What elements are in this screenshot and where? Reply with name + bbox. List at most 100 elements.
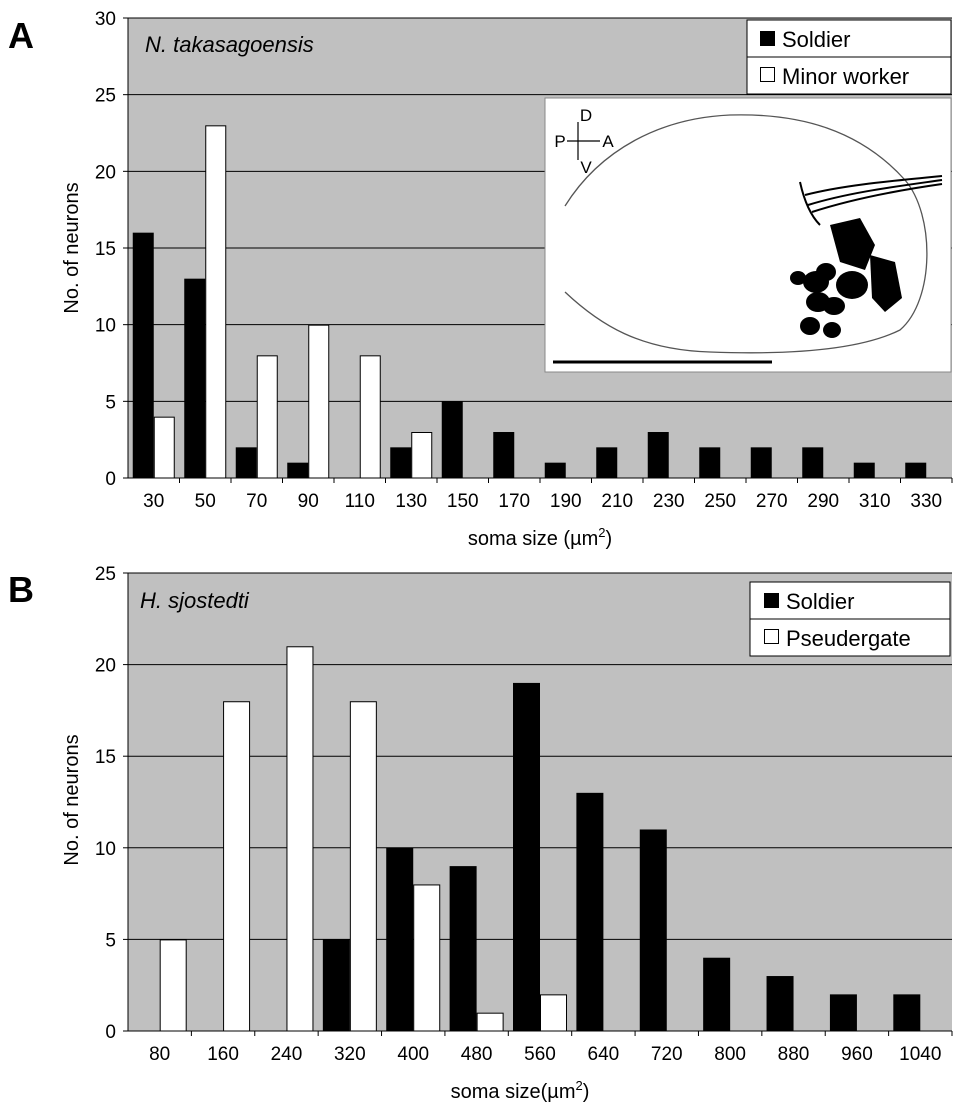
y-tick-label: 15 [95, 747, 116, 768]
compass-dorsal-label: D [580, 106, 592, 125]
neuron-cluster [830, 218, 875, 270]
x-tick-label: 70 [246, 491, 267, 512]
bar-pseudergate [476, 1012, 504, 1032]
bar-soldier [184, 278, 206, 479]
bar-soldier [647, 432, 669, 479]
x-tick-label: 150 [447, 491, 479, 512]
panel-b-x-axis-label: soma size(µm2) [451, 1078, 590, 1103]
mandible-outline [564, 114, 928, 354]
x-tick-label: 110 [345, 491, 375, 512]
bar-minor-worker [153, 416, 175, 479]
panel-a-x-axis-label: soma size (µm2) [468, 525, 612, 550]
x-tick-label: 800 [714, 1044, 746, 1065]
x-tick-label: 130 [395, 491, 427, 512]
neuron-soma [790, 271, 806, 285]
panel-b-y-ticks: 0 5 10 15 20 25 [95, 564, 128, 1043]
bar-soldier [893, 994, 921, 1032]
legend-minor-worker-label: Minor worker [782, 64, 909, 89]
panel-b-y-axis-label: No. of neurons [61, 734, 83, 865]
x-tick-label: 50 [195, 491, 216, 512]
x-tick-label: 160 [207, 1044, 239, 1065]
bar-soldier [802, 447, 824, 479]
y-tick-label: 0 [105, 1022, 116, 1043]
x-tick-label: 560 [524, 1044, 556, 1065]
x-tick-label: 170 [498, 491, 530, 512]
neuron-soma [836, 271, 868, 299]
bar-soldier [390, 447, 412, 479]
bar-soldier [829, 994, 857, 1032]
neuron-soma [823, 322, 841, 338]
y-tick-label: 10 [95, 316, 116, 337]
neuron-soma [823, 297, 845, 315]
panel-b-bars [159, 646, 921, 1032]
bar-soldier [449, 866, 477, 1032]
legend-minor-worker-swatch [760, 67, 775, 82]
x-tick-label: 480 [461, 1044, 493, 1065]
y-tick-label: 15 [95, 239, 116, 260]
neuron-soma [816, 263, 836, 281]
y-tick-label: 25 [95, 564, 116, 585]
legend-soldier-swatch [764, 593, 779, 608]
x-tick-label: 90 [298, 491, 319, 512]
x-tick-label: 720 [651, 1044, 683, 1065]
bar-soldier [639, 829, 667, 1032]
bar-soldier [132, 232, 154, 479]
bar-pseudergate [286, 646, 314, 1032]
inset-frame [544, 97, 952, 373]
compass-anterior-label: A [602, 132, 614, 151]
y-tick-label: 5 [105, 930, 116, 951]
bar-minor-worker [359, 355, 381, 479]
bar-minor-worker [411, 432, 433, 479]
x-tick-label: 400 [397, 1044, 429, 1065]
bar-soldier [493, 432, 515, 479]
x-tick-label: 30 [143, 491, 164, 512]
nerve-tract [799, 175, 943, 226]
bar-soldier [386, 847, 414, 1032]
bar-soldier [699, 447, 721, 479]
y-tick-label: 30 [95, 9, 116, 30]
bar-soldier [287, 462, 309, 479]
x-tick-label: 290 [807, 491, 839, 512]
x-tick-label: 320 [334, 1044, 366, 1065]
legend-soldier-label: Soldier [786, 589, 854, 614]
panel-b-label: B [8, 569, 34, 610]
panel-a-bars [132, 125, 927, 479]
bar-soldier [544, 462, 566, 479]
x-tick-label: 310 [859, 491, 891, 512]
bar-pseudergate [413, 884, 441, 1032]
x-tick-label: 210 [601, 491, 633, 512]
x-tick-label: 190 [550, 491, 582, 512]
x-tick-label: 640 [588, 1044, 620, 1065]
x-tick-label: 240 [271, 1044, 303, 1065]
neuron-soma [800, 317, 820, 335]
bar-minor-worker [205, 125, 227, 479]
neuron-cluster [870, 255, 902, 312]
x-tick-label: 250 [704, 491, 736, 512]
y-tick-label: 20 [95, 656, 116, 677]
x-tick-label: 230 [653, 491, 685, 512]
panel-b-species-title: H. sjostedti [140, 588, 250, 613]
panel-a-y-axis-label: No. of neurons [61, 182, 83, 313]
bar-soldier [441, 401, 463, 479]
x-tick-label: 270 [756, 491, 788, 512]
panel-a-label: A [8, 15, 34, 56]
compass-ventral-label: V [580, 158, 592, 177]
x-tick-label: 330 [910, 491, 942, 512]
bar-pseudergate [159, 939, 187, 1032]
y-tick-label: 10 [95, 839, 116, 860]
bar-soldier [853, 462, 875, 479]
panel-a-species-title: N. takasagoensis [145, 32, 314, 57]
y-tick-label: 20 [95, 162, 116, 183]
bar-soldier [322, 939, 350, 1032]
bar-soldier [905, 462, 927, 479]
bar-soldier [766, 976, 794, 1032]
panel-b-x-ticks: 80 160 240 320 400 480 560 640 720 800 880 960 1040 [149, 1031, 953, 1065]
bar-pseudergate [349, 701, 377, 1032]
neuron-inset-illustration: D V P A [544, 97, 952, 373]
panel-a: A 0 5 10 15 20 25 30 30 50 70 90 110 130 150 170 190 21… [8, 9, 953, 550]
bar-soldier [596, 447, 618, 479]
panel-a-x-ticks: 30 50 70 90 110 130 150 170 190 210 230 250 270 290 31… [143, 478, 953, 512]
legend-pseudergate-label: Pseudergate [786, 626, 911, 651]
